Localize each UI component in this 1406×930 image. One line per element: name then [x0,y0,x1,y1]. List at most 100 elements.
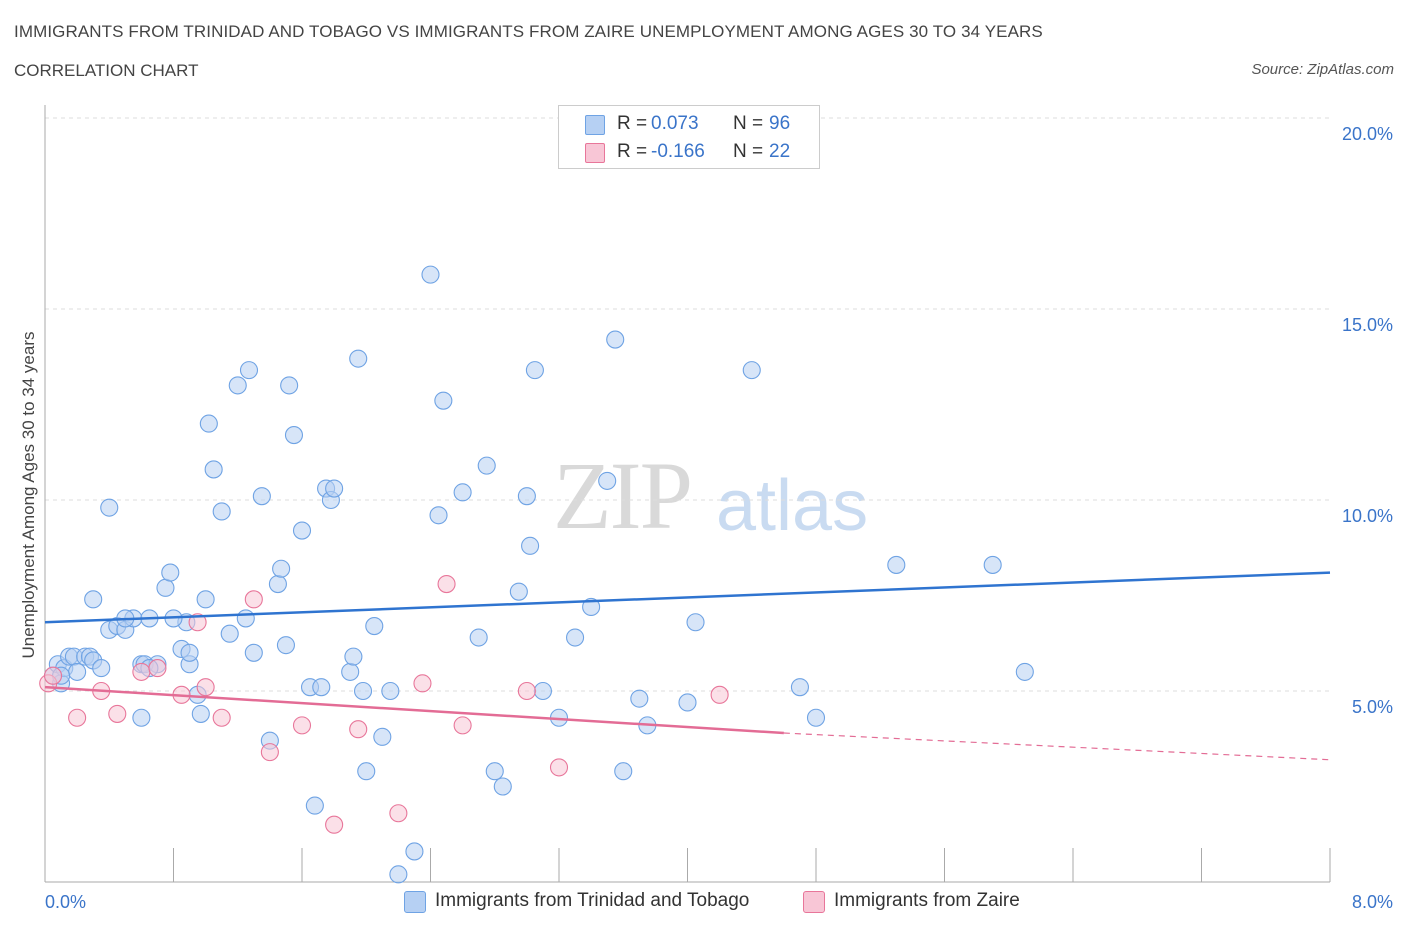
data-point-zaire [349,720,368,739]
data-points [39,265,1034,884]
data-point-trinidad [228,376,247,395]
data-point-trinidad [204,460,223,479]
data-point-trinidad [381,681,400,701]
data-point-zaire [413,674,432,693]
data-point-zaire [212,708,231,727]
data-point-trinidad [244,643,263,662]
data-point-trinidad [252,487,271,506]
data-point-zaire [453,716,472,735]
data-point-trinidad [292,521,312,540]
data-point-trinidad [533,681,552,701]
data-point-trinidad [389,865,408,884]
data-point-trinidad [268,574,287,594]
legend-r-label: R = [617,113,648,134]
data-point-trinidad [630,689,649,708]
data-point-zaire [132,662,151,681]
x-tick-label: 8.0% [1352,892,1393,912]
data-point-trinidad [742,361,761,380]
tick-labels: 5.0% 10.0% 15.0% 20.0% 0.0% 8.0% [45,124,1393,912]
correlation-legend: R = 0.073 N = 96 R = -0.166 N = 22 [558,105,820,169]
data-point-trinidad [180,643,199,662]
data-point-trinidad [453,483,472,502]
legend-swatch-zaire [585,143,605,163]
data-point-trinidad [373,727,392,746]
data-point-trinidad [349,349,368,368]
data-point-trinidad [344,647,363,666]
data-point-zaire [389,804,408,823]
x-tick-label: 0.0% [45,892,86,912]
data-point-zaire [292,716,312,735]
data-point-trinidad [606,330,625,349]
data-point-trinidad [678,693,697,712]
watermark-zip: ZIP [553,442,693,549]
data-point-trinidad [598,471,617,490]
data-point-trinidad [220,624,239,643]
data-point-trinidad [983,555,1002,574]
data-point-trinidad [686,613,705,632]
data-point-trinidad [132,708,151,727]
data-point-trinidad [434,391,453,410]
y-tick-label: 15.0% [1342,315,1393,335]
grid-lines [45,117,1330,692]
legend-swatch-trinidad [585,115,605,135]
data-point-trinidad [161,563,180,582]
data-point-zaire [188,613,207,632]
data-point-trinidad [312,678,331,697]
axes [44,105,1331,883]
data-point-trinidad [236,609,255,628]
data-point-trinidad [196,590,215,609]
data-point-trinidad [305,796,324,815]
data-point-trinidad [469,628,488,647]
data-point-trinidad [357,762,376,781]
bottom-legend-swatch-zaire [803,891,825,913]
data-point-zaire [517,681,536,701]
legend-n-value: 22 [769,141,791,162]
data-point-trinidad [614,762,633,781]
data-point-trinidad [365,617,384,636]
data-point-trinidad [284,426,304,445]
bottom-legend-label-trinidad: Immigrants from Trinidad and Tobago [435,890,750,911]
y-tick-label: 5.0% [1352,697,1393,717]
data-point-trinidad [525,361,544,380]
legend-r-value: 0.073 [651,113,699,134]
data-point-trinidad [341,662,360,681]
data-point-trinidad [493,777,512,796]
data-point-trinidad [199,414,218,433]
data-point-trinidad [353,681,373,701]
legend-n-label: N = [733,141,764,162]
data-point-zaire [148,659,167,678]
data-point-zaire [549,758,569,777]
data-point-zaire [710,685,729,704]
data-point-trinidad [429,506,448,525]
data-point-trinidad [212,502,231,521]
bottom-legend-label-zaire: Immigrants from Zaire [834,890,1020,911]
data-point-trinidad [276,636,295,655]
data-point-zaire [43,666,63,685]
legend-n-label: N = [733,113,764,134]
data-point-zaire [68,708,87,727]
data-point-trinidad [84,590,103,609]
data-point-trinidad [239,361,259,380]
chart-title: IMMIGRANTS FROM TRINIDAD AND TOBAGO VS I… [14,22,1043,41]
data-point-trinidad [521,536,540,555]
data-point-trinidad [191,704,210,723]
watermark-atlas: atlas [716,466,869,546]
data-point-trinidad [517,487,536,506]
data-point-zaire [244,590,263,609]
chart-subtitle: CORRELATION CHART [14,61,199,80]
trend-line-zaire-extrapolated [783,732,1331,761]
data-point-trinidad [582,597,601,617]
data-point-trinidad [68,662,87,681]
trend-line-trinidad [44,571,1331,624]
data-point-trinidad [325,479,344,498]
y-tick-label: 20.0% [1342,124,1393,144]
source-credit: Source: ZipAtlas.com [1251,61,1394,78]
legend-r-label: R = [617,141,648,162]
data-point-trinidad [156,578,175,597]
trend-line-zaire [44,685,784,735]
data-point-trinidad [566,628,585,647]
data-point-trinidad [280,376,299,395]
y-tick-label: 10.0% [1342,506,1393,526]
data-point-zaire [108,704,127,723]
data-point-trinidad [790,678,809,697]
